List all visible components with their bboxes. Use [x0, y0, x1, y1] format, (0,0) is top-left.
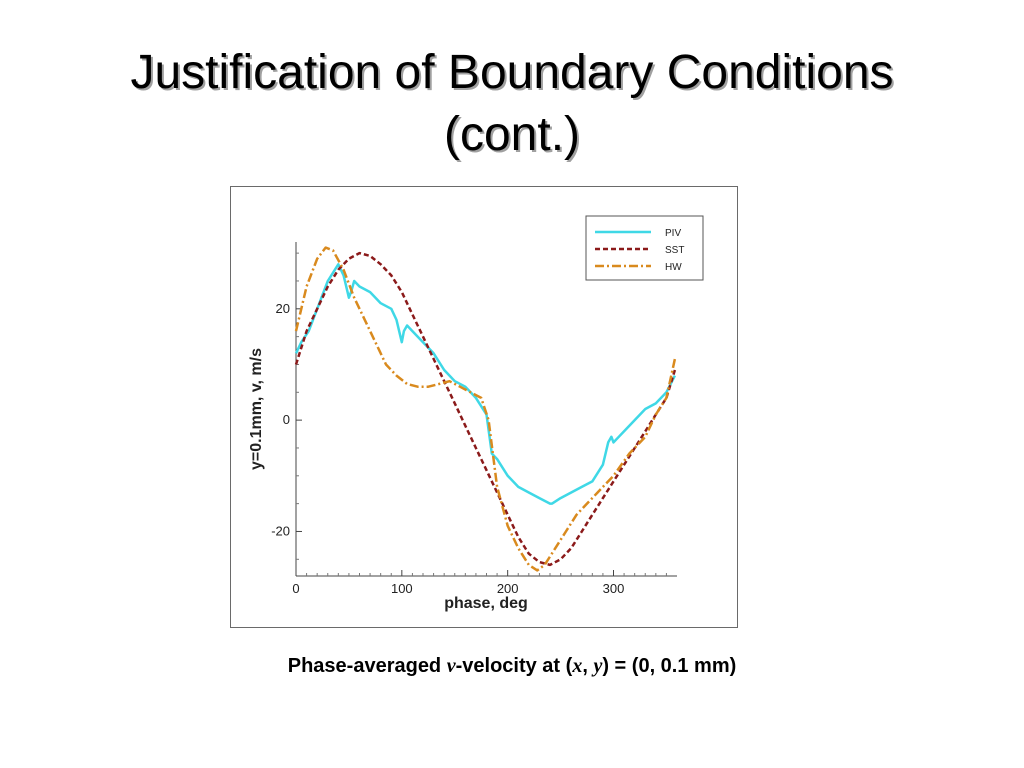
x-tick-label: 300: [603, 581, 625, 596]
series-line-hw: [294, 246, 677, 572]
legend-label-piv: PIV: [665, 228, 681, 239]
plot-area: 0 100 200 300 -20 0 20 phase, deg y=0.1mm, v, …: [248, 242, 677, 612]
chart-svg: 0 100 200 300 -20 0 20 phase, deg y=0.1mm, v, …: [248, 215, 704, 612]
series-line-sst: [294, 251, 677, 567]
x-tick-label: 100: [391, 581, 413, 596]
caption-var-y: y: [593, 655, 603, 677]
caption-var-x: x: [572, 655, 583, 677]
legend-entries: PIV SST HW: [595, 228, 684, 273]
y-tick-label: -20: [271, 523, 290, 538]
x-axis-label: phase, deg: [444, 595, 528, 612]
y-axis-label: y=0.1mm, v, m/s: [248, 348, 265, 470]
caption-var-v: v: [446, 655, 456, 677]
slide-title: Justification of Boundary Conditions (co…: [0, 42, 1024, 166]
series-layer: [294, 246, 677, 572]
y-tick-label: 20: [276, 301, 290, 316]
slide-title-line-1: Justification of Boundary Conditions: [130, 46, 894, 99]
chart-figure: 0 100 200 300 -20 0 20 phase, deg y=0.1mm, v, …: [230, 186, 738, 628]
caption-comma: ,: [582, 655, 594, 677]
y-tick-label: 0: [283, 412, 290, 427]
legend-label-sst: SST: [665, 245, 684, 256]
x-tick-label: 0: [292, 581, 299, 596]
legend: PIV SST HW: [585, 215, 704, 281]
figure-caption: Phase-averaged v-velocity at (x, y) = (0…: [0, 655, 1024, 678]
ticks-layer: 0 100 200 300 -20 0 20: [271, 252, 667, 596]
caption-prefix: Phase-averaged: [287, 655, 447, 677]
caption-mid: -velocity at (: [455, 655, 573, 677]
caption-suffix: ) = (0, 0.1 mm): [602, 655, 737, 677]
x-tick-label: 200: [497, 581, 519, 596]
slide-title-line-2: (cont.): [443, 108, 581, 161]
legend-label-hw: HW: [665, 262, 682, 273]
